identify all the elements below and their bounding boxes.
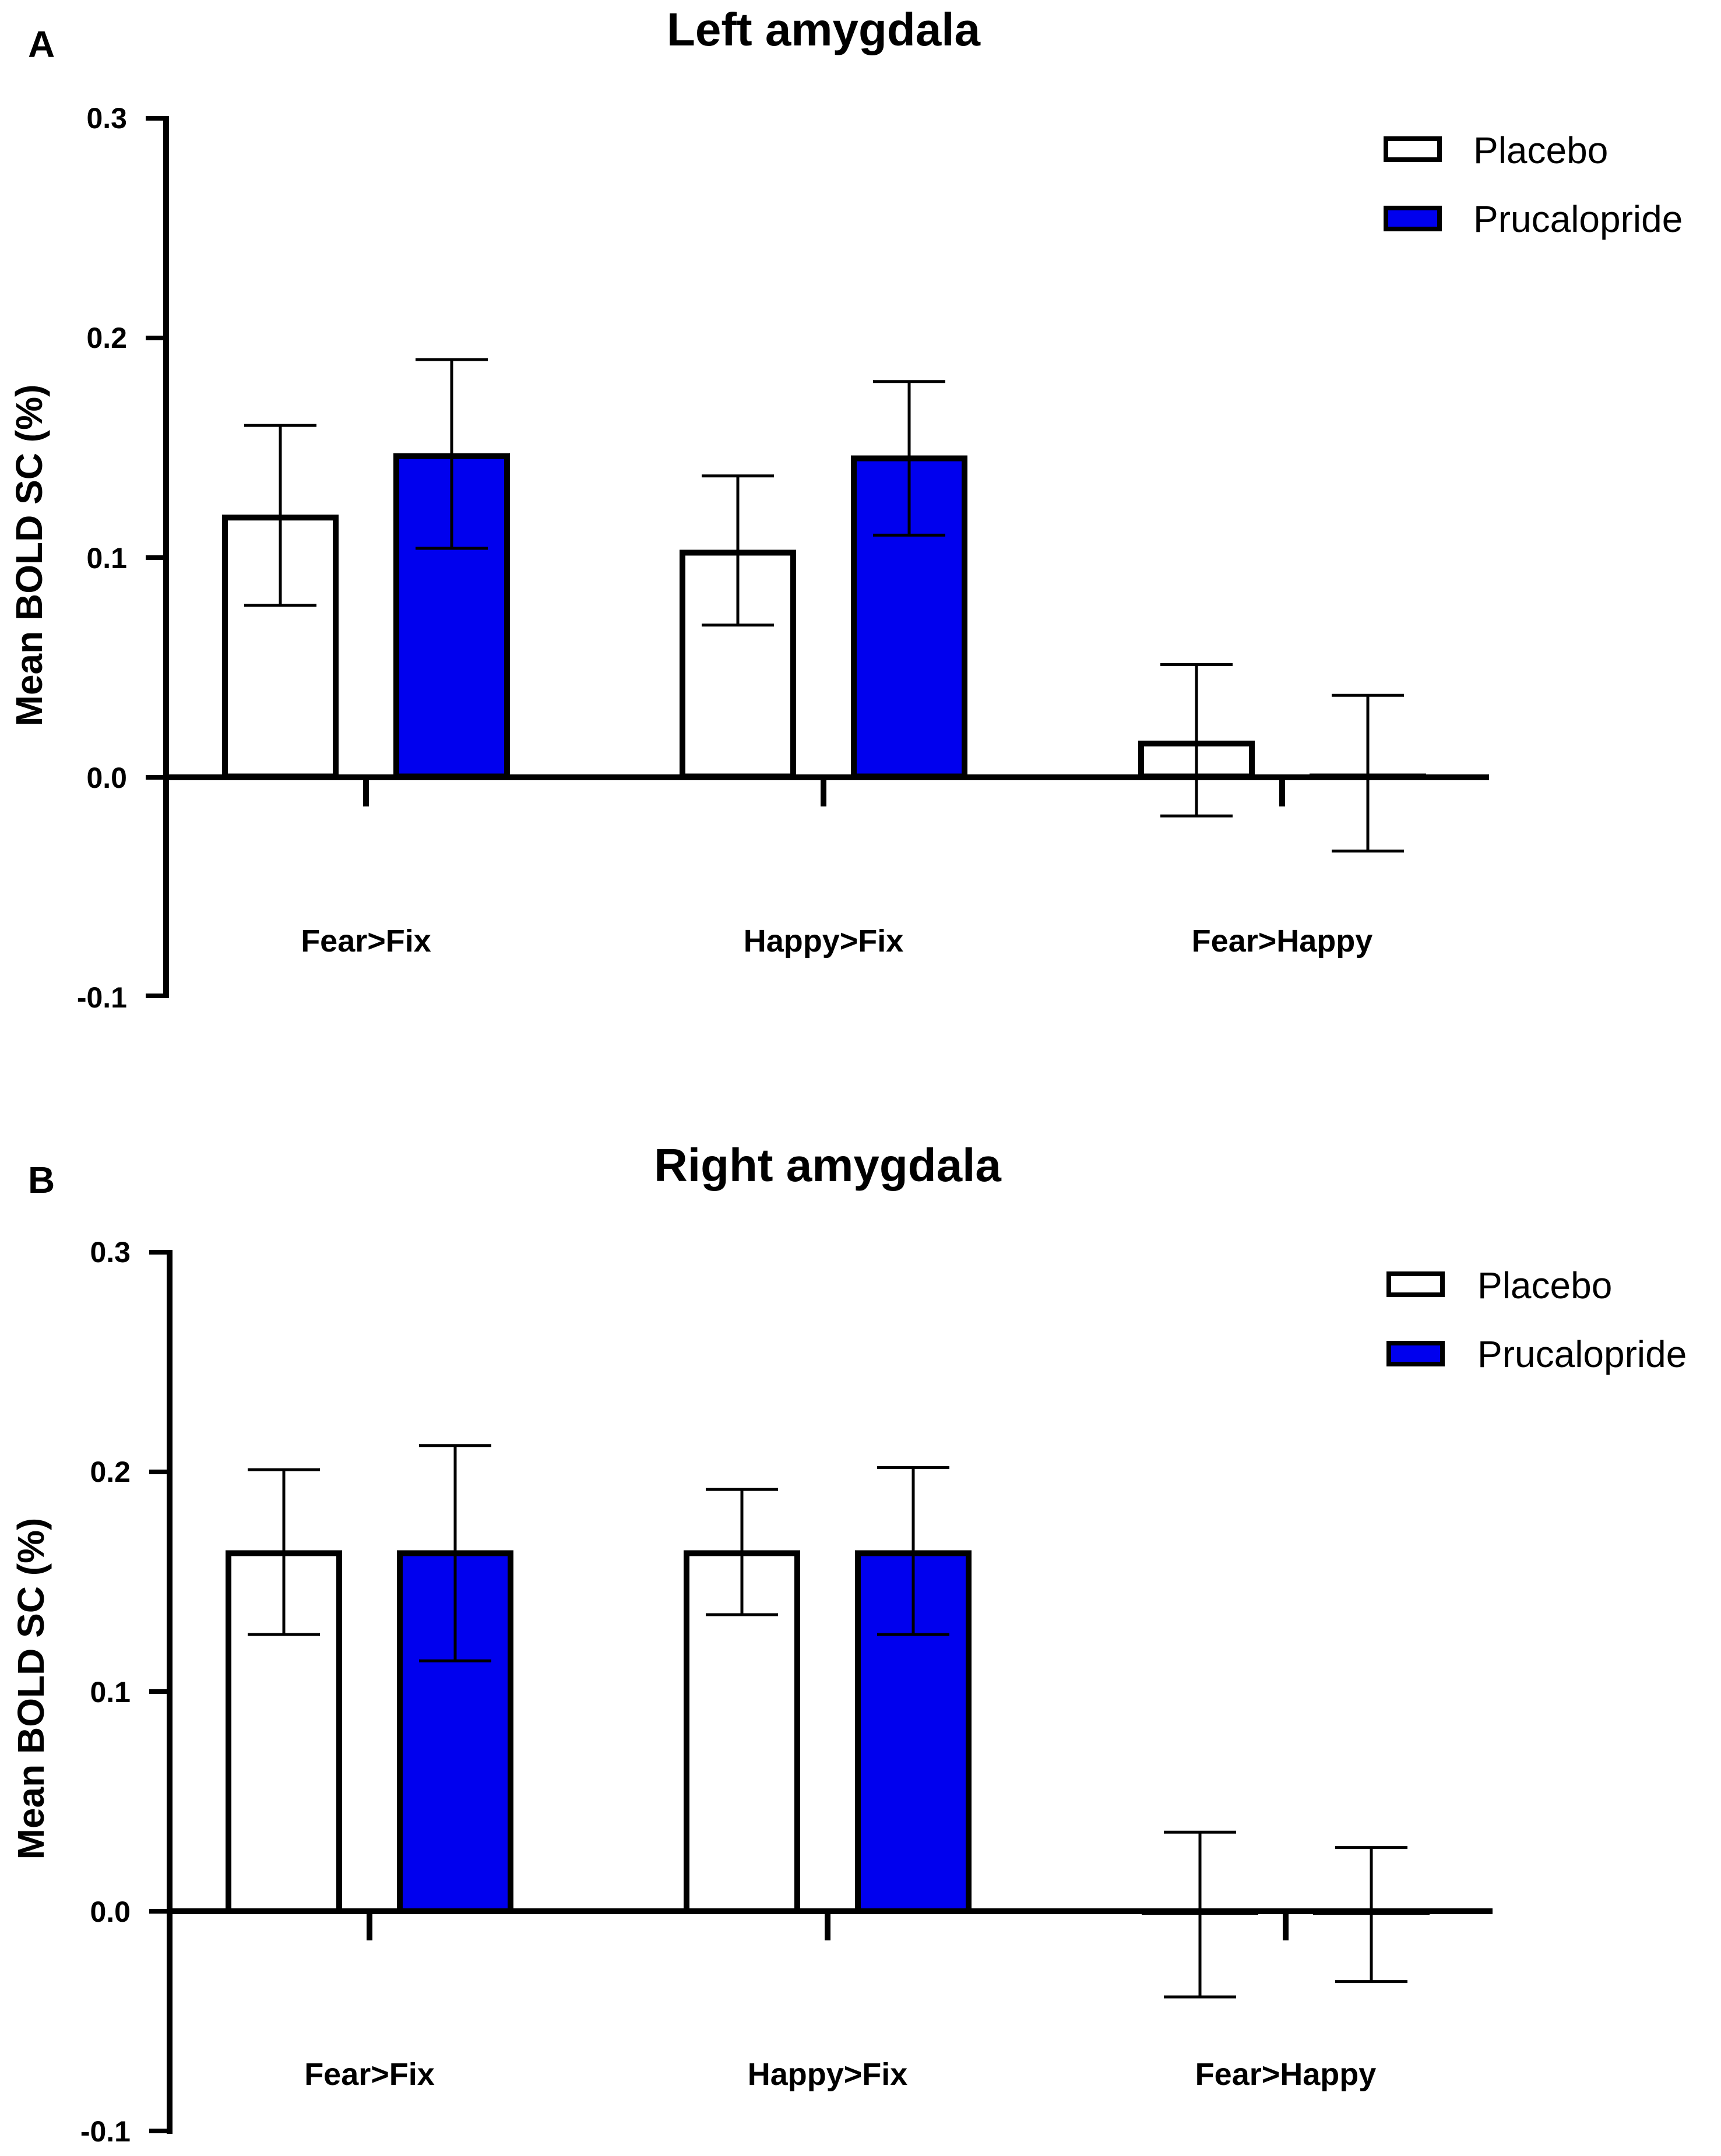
panel-a-legend-label-prucalopride: Prucalopride (1473, 198, 1683, 240)
panel-a-y-ticks: 0.3 0.2 0.1 0.0 -0.1 (77, 102, 127, 1014)
panel-b-category-label: Fear>Fix (304, 2057, 435, 2092)
panel-a-legend-swatch-prucalopride (1384, 206, 1442, 231)
panel-b-y-ticks: 0.3 0.2 0.1 0.0 -0.1 (80, 1236, 131, 2148)
panel-b-category-labels: Fear>Fix Happy>Fix Fear>Happy (304, 2057, 1376, 2092)
panel-a-category-label: Fear>Fix (301, 924, 431, 959)
panel-a-category-label: Fear>Happy (1192, 924, 1373, 959)
panel-b-legend-swatch-prucalopride (1386, 1341, 1445, 1366)
panel-b-label: B (28, 1159, 55, 1201)
panel-b-ytick-label: 0.0 (90, 1896, 131, 1928)
panel-b-ytick-label: -0.1 (80, 2115, 131, 2148)
panel-a-ytick-label: 0.2 (86, 322, 127, 354)
panel-b-title: Right amygdala (654, 1139, 1001, 1191)
panel-b: B Right amygdala Mean BOLD SC (%) 0.3 0.… (10, 1139, 1687, 2148)
panel-a-title: Left amygdala (667, 3, 980, 55)
panel-a-y-axis-label: Mean BOLD SC (%) (8, 385, 50, 727)
panel-a-legend-label-placebo: Placebo (1473, 129, 1608, 171)
panel-b-legend-label-placebo: Placebo (1477, 1264, 1612, 1306)
panel-b-ytick-label: 0.1 (90, 1676, 131, 1708)
panel-a-ytick-label: 0.3 (86, 102, 127, 135)
panel-b-y-axis-label: Mean BOLD SC (%) (10, 1518, 52, 1860)
panel-b-legend: Placebo Prucalopride (1386, 1264, 1687, 1375)
panel-a-ytick-label: 0.0 (86, 762, 127, 794)
panel-a: A Left amygdala Mean BOLD SC (%) 0.3 0.2… (8, 3, 1683, 1014)
panel-a-ytick-label: 0.1 (86, 542, 127, 575)
panel-a-legend-swatch-placebo (1384, 136, 1442, 162)
panel-a-category-labels: Fear>Fix Happy>Fix Fear>Happy (301, 924, 1372, 959)
panel-a-legend: Placebo Prucalopride (1384, 129, 1683, 240)
panel-b-bars (226, 1444, 1430, 1999)
panel-b-legend-swatch-placebo (1386, 1271, 1445, 1297)
panel-b-category-label: Happy>Fix (748, 2057, 908, 2092)
panel-b-legend-label-prucalopride: Prucalopride (1477, 1333, 1687, 1375)
panel-b-category-label: Fear>Happy (1195, 2057, 1377, 2092)
panel-a-category-label: Happy>Fix (744, 924, 904, 959)
panel-b-axes (149, 1250, 1493, 2134)
panel-a-ytick-label: -0.1 (77, 981, 127, 1014)
panel-a-bars (222, 358, 1426, 853)
panel-a-label: A (28, 23, 55, 65)
panel-b-ytick-label: 0.3 (90, 1236, 131, 1269)
panel-b-ytick-label: 0.2 (90, 1456, 131, 1488)
panel-a-axes (146, 116, 1489, 998)
